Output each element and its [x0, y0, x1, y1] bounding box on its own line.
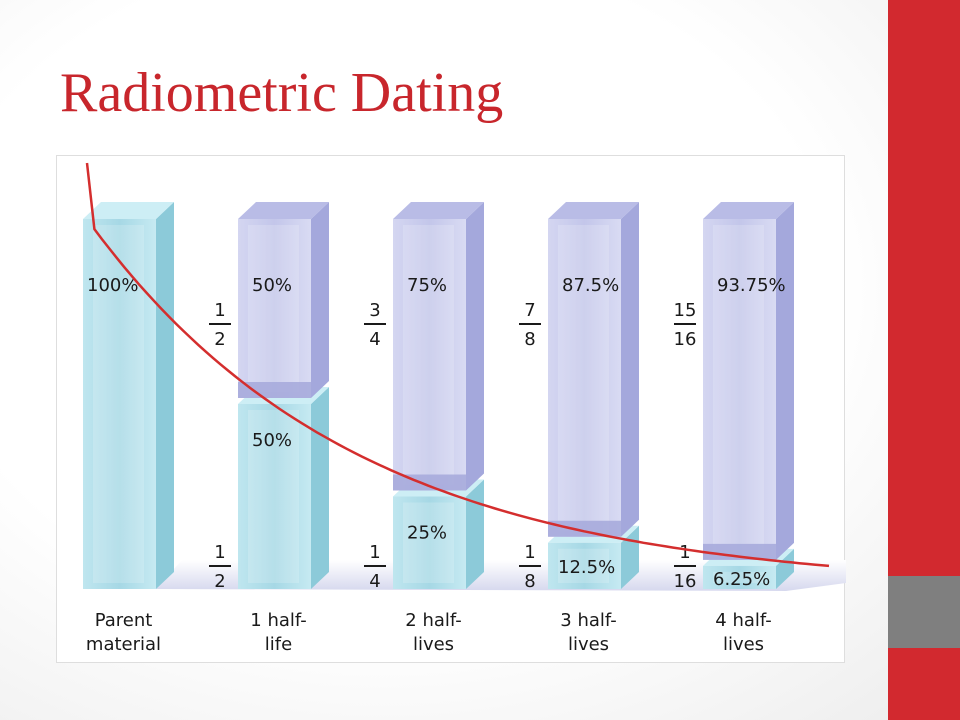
label-daughter-pct-4: 93.75% [717, 275, 786, 296]
svg-text:8: 8 [524, 329, 535, 350]
label-daughter-pct-2: 75% [407, 275, 447, 296]
slide-title: Radiometric Dating [60, 62, 504, 124]
label-parent-pct-2: 25% [407, 523, 447, 544]
accent-bar-red-top [888, 0, 960, 576]
category-label-1: 1 half-life [250, 610, 306, 655]
bar-parent-1 [238, 387, 329, 589]
label-parent-pct-4: 6.25% [713, 569, 770, 590]
accent-bar-gray [888, 576, 960, 648]
svg-text:2: 2 [214, 329, 225, 350]
label-daughter-pct-3: 87.5% [562, 275, 619, 296]
svg-text:4: 4 [369, 571, 380, 592]
bar-daughter-1 [238, 202, 329, 398]
fraction-daughter-3: 78 [519, 300, 541, 350]
decay-curve [85, 162, 830, 568]
fraction-daughter-1: 12 [209, 300, 231, 350]
label-parent-pct-0: 100% [87, 275, 138, 296]
svg-text:1: 1 [679, 542, 690, 563]
bar-daughter-4 [703, 202, 794, 560]
bar-daughter-base-1 [238, 382, 311, 398]
svg-text:16: 16 [674, 571, 697, 592]
svg-text:1: 1 [214, 300, 225, 321]
svg-text:1: 1 [214, 542, 225, 563]
bar-parent-0 [83, 202, 174, 589]
bar-daughter-3 [548, 202, 639, 537]
svg-text:16: 16 [674, 329, 697, 350]
svg-text:4: 4 [369, 329, 380, 350]
half-life-figure: 100% Parent material 50% 50% 1 2 1 2 1 half-life 7… [56, 155, 846, 663]
bar-daughter-2 [393, 202, 484, 491]
bar-parent-2 [393, 479, 484, 589]
bar-daughter-base-3 [548, 520, 621, 537]
svg-text:3: 3 [369, 300, 380, 321]
category-label-2: 2 half-lives [405, 610, 461, 655]
accent-bar-red-bottom [888, 648, 960, 720]
fraction-parent-1: 12 [209, 542, 231, 592]
svg-text:15: 15 [674, 300, 697, 321]
svg-text:1: 1 [524, 542, 535, 563]
label-daughter-pct-1: 50% [252, 275, 292, 296]
svg-text:7: 7 [524, 300, 535, 321]
category-label-3: 3 half-lives [560, 610, 616, 655]
svg-text:8: 8 [524, 571, 535, 592]
bar-daughter-base-4 [703, 543, 776, 560]
fraction-parent-2: 14 [364, 542, 386, 592]
svg-text:2: 2 [214, 571, 225, 592]
category-label-4: 4 half-lives [715, 610, 771, 655]
category-label-0: Parent material [86, 610, 161, 655]
fraction-parent-4: 116 [674, 542, 697, 592]
fraction-parent-3: 18 [519, 542, 541, 592]
svg-text:1: 1 [369, 542, 380, 563]
fraction-daughter-2: 34 [364, 300, 386, 350]
label-parent-pct-3: 12.5% [558, 557, 615, 578]
label-parent-pct-1: 50% [252, 430, 292, 451]
